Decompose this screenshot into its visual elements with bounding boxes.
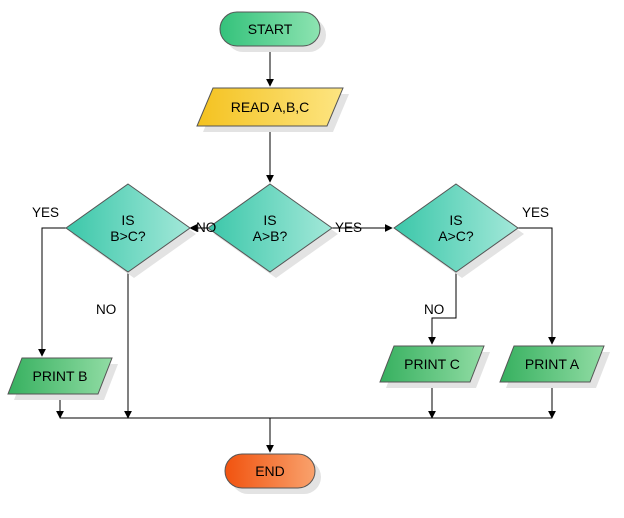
node-end: END bbox=[225, 454, 315, 488]
edge-label-is_ab-is_bc: NO bbox=[196, 220, 216, 235]
node-print_c: PRINT C bbox=[380, 346, 484, 382]
node-read: READ A,B,C bbox=[197, 88, 343, 126]
node-is_ac: IS A>C? bbox=[394, 184, 518, 272]
flowchart-canvas: START READ A,B,C IS A>B?IS B>C? IS A>C? PRIN… bbox=[0, 0, 624, 518]
edge-label-is_ac-print_c: NO bbox=[424, 302, 444, 317]
edge-label-is_ac-print_a: YES bbox=[522, 205, 549, 220]
node-print_b: PRINT B bbox=[8, 358, 112, 394]
edge-label-is_bc-merge: NO bbox=[96, 302, 116, 317]
edge-label-is_bc-print_b: YES bbox=[32, 205, 59, 220]
node-print_a: PRINT A bbox=[500, 346, 604, 382]
node-is_ab: IS A>B? bbox=[208, 184, 332, 272]
edge-is_bc-print_b bbox=[42, 228, 66, 356]
node-start: START bbox=[220, 12, 320, 46]
edge-label-is_ab-is_ac: YES bbox=[335, 220, 362, 235]
node-is_bc: IS B>C? bbox=[66, 184, 190, 272]
